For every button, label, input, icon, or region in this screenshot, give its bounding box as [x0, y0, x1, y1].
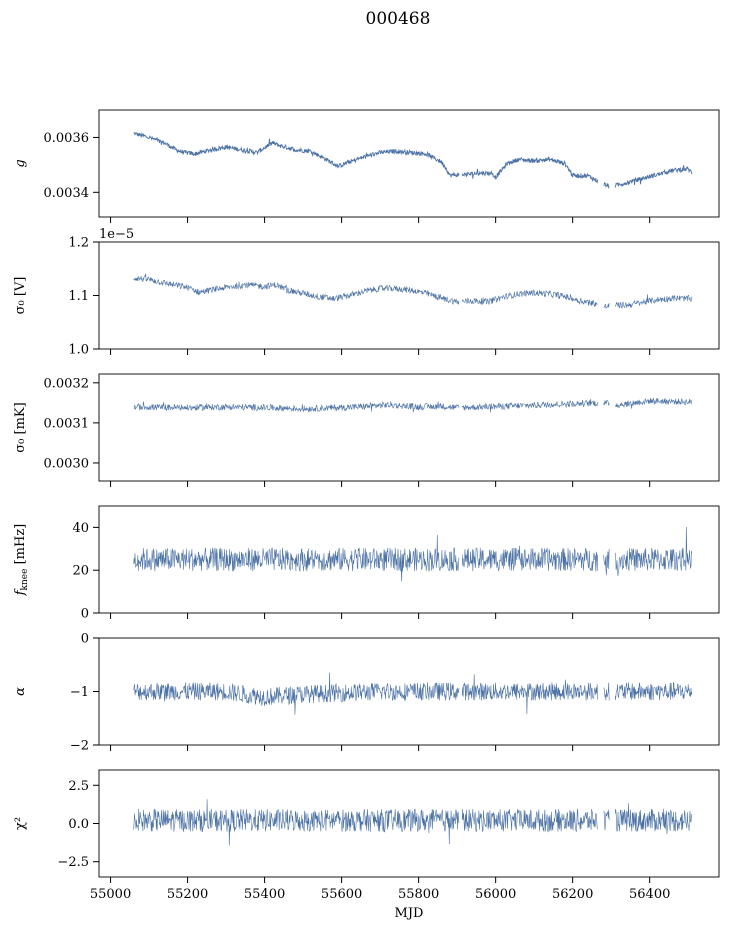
y-axis-label: g — [13, 159, 28, 167]
y-tick-label: 0 — [81, 607, 89, 622]
series-line-alpha — [133, 672, 693, 715]
series-line-fknee — [133, 526, 693, 582]
x-tick-label: 55400 — [244, 887, 285, 902]
subplot-6: 55000 55200 55400 55600 55800 56000 56200 56400… — [13, 769, 720, 921]
series-line-sigma0_V — [133, 273, 693, 309]
plot-frame — [98, 109, 720, 218]
y-tick-label: 1.2 — [68, 236, 89, 251]
y-tick-label: 40 — [72, 521, 89, 536]
x-tick-label: 55200 — [167, 887, 208, 902]
y-tick-label: 0 — [81, 632, 89, 647]
y-tick-label: 20 — [72, 564, 89, 579]
series-line-g — [133, 131, 693, 190]
figure-title: 000468 — [366, 9, 431, 29]
y-tick-label: 1.0 — [68, 343, 89, 358]
y-tick-label: 0.0030 — [44, 456, 90, 471]
subplot-3: 0.0030 0.0031 0.0032 σ₀ [mK] — [13, 373, 720, 487]
x-tick-label: 56400 — [629, 887, 670, 902]
x-axis-label: MJD — [395, 906, 424, 921]
y-tick-label: −1 — [70, 685, 89, 700]
plot-frame — [98, 373, 720, 482]
y-tick-label: −2 — [70, 739, 89, 754]
y-tick-label: 0.0032 — [44, 376, 90, 391]
x-tick-label: 55000 — [90, 887, 131, 902]
plot-frame — [98, 241, 720, 350]
y-tick-label: 2.5 — [68, 779, 89, 794]
x-tick-label: 56000 — [475, 887, 516, 902]
y-axis-label: χ² — [13, 817, 28, 830]
y-axis-label: σ₀ [mK] — [13, 402, 28, 452]
x-tick-label: 56200 — [552, 887, 593, 902]
x-tick-label: 55800 — [398, 887, 439, 902]
y-tick-label: 0.0 — [68, 817, 89, 832]
x-tick-label: 55600 — [321, 887, 362, 902]
y-tick-label: −2.5 — [57, 855, 89, 870]
y-tick-label: 1.1 — [68, 289, 89, 304]
subplot-2: 1.0 1.1 1.2 1e−5 σ₀ [V] — [13, 227, 720, 358]
y-tick-label: 0.0036 — [44, 131, 90, 146]
y-tick-label: 0.0031 — [44, 416, 90, 431]
plot-frame — [98, 505, 720, 614]
subplot-1: 0.0034 0.0036 g — [13, 109, 720, 223]
subplot-5: −2 −1 0 α — [13, 632, 720, 754]
y-axis-label: α — [13, 687, 28, 696]
series-line-sigma0_mK — [133, 397, 693, 413]
subplot-4: 0 20 40 fknee [mHz] — [13, 505, 720, 622]
y-axis-label: fknee [mHz] — [13, 524, 30, 597]
y-tick-label: 0.0034 — [44, 186, 90, 201]
y-offset-label: 1e−5 — [99, 227, 134, 242]
y-axis-label: σ₀ [V] — [13, 277, 28, 315]
series-line-chi2 — [133, 799, 693, 846]
